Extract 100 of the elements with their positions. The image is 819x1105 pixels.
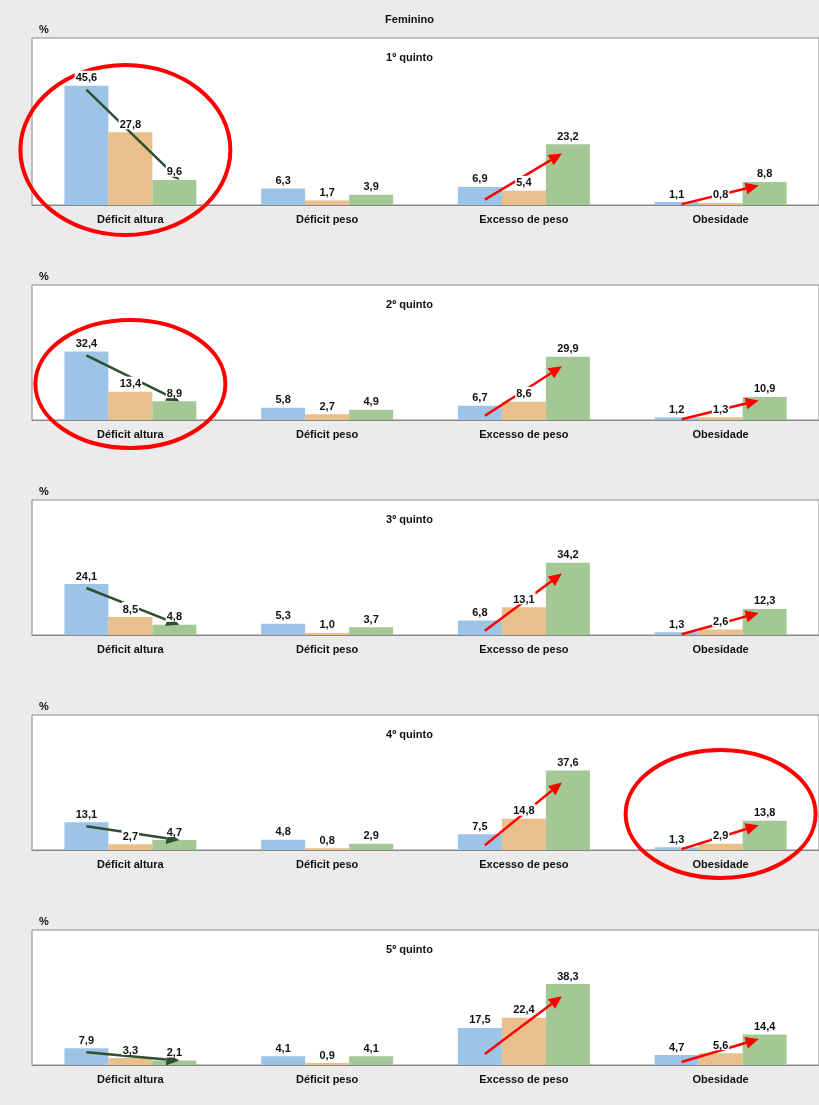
chart-subtitle: 2º quinto bbox=[386, 297, 434, 310]
bar bbox=[545, 562, 590, 635]
bar bbox=[457, 620, 502, 635]
bar bbox=[64, 1048, 109, 1065]
data-label: 22,4 bbox=[513, 1003, 536, 1016]
data-label: 7,9 bbox=[78, 1033, 95, 1046]
data-label: 2,9 bbox=[363, 829, 379, 842]
bar bbox=[261, 839, 306, 850]
data-label: 1,1 bbox=[668, 187, 685, 200]
data-label: 6,3 bbox=[275, 174, 291, 187]
bar bbox=[742, 820, 787, 850]
data-label: 4,1 bbox=[363, 1041, 379, 1054]
bar bbox=[501, 1017, 546, 1065]
data-label: 1,7 bbox=[319, 186, 335, 199]
x-tick-label: Obesidade bbox=[692, 857, 749, 870]
data-label: 8,5 bbox=[122, 602, 139, 615]
data-label: 3,3 bbox=[122, 1043, 139, 1056]
x-tick-label: Déficit altura bbox=[97, 1072, 165, 1085]
bar bbox=[305, 200, 350, 205]
bar bbox=[305, 414, 350, 420]
x-tick-label: Déficit altura bbox=[97, 212, 165, 225]
data-label: 5,6 bbox=[712, 1038, 729, 1051]
data-label: 14,4 bbox=[753, 1020, 777, 1033]
bar bbox=[545, 984, 590, 1065]
data-label: 4,9 bbox=[363, 395, 379, 408]
bar bbox=[457, 1027, 502, 1065]
data-label: 8,9 bbox=[166, 386, 183, 399]
chart-subtitle: 1º quinto bbox=[386, 50, 434, 63]
chart-subtitle: 5º quinto bbox=[386, 942, 434, 955]
data-label: 10,9 bbox=[753, 382, 776, 395]
data-label: 4,8 bbox=[166, 610, 183, 623]
data-label: 37,6 bbox=[557, 755, 579, 768]
data-label: 34,2 bbox=[557, 548, 579, 561]
data-label: 2,9 bbox=[712, 829, 729, 842]
bar bbox=[501, 401, 546, 420]
x-tick-label: Excesso de peso bbox=[479, 427, 569, 440]
bar bbox=[457, 405, 502, 420]
bar bbox=[152, 624, 197, 635]
x-tick-label: Déficit peso bbox=[295, 642, 359, 655]
bar bbox=[698, 202, 743, 205]
data-label: 0,9 bbox=[319, 1048, 335, 1061]
data-label: 29,9 bbox=[557, 342, 579, 355]
data-label: 3,7 bbox=[363, 612, 379, 625]
bar bbox=[261, 1056, 306, 1065]
bar bbox=[654, 1055, 699, 1065]
bar bbox=[64, 822, 109, 850]
data-label: 9,6 bbox=[166, 165, 183, 178]
data-label: 7,5 bbox=[472, 819, 488, 832]
bar bbox=[261, 623, 306, 635]
x-tick-label: Déficit peso bbox=[295, 427, 359, 440]
chart-subtitle: 4º quinto bbox=[386, 727, 434, 740]
bar bbox=[742, 1034, 787, 1065]
x-tick-label: Déficit altura bbox=[97, 642, 165, 655]
y-axis-title: % bbox=[39, 699, 49, 712]
data-label: 5,8 bbox=[275, 393, 291, 406]
bar bbox=[152, 179, 197, 205]
x-tick-label: Déficit altura bbox=[97, 857, 165, 870]
bar bbox=[349, 843, 394, 850]
x-tick-label: Obesidade bbox=[692, 1072, 749, 1085]
data-label: 13,1 bbox=[75, 807, 98, 820]
bar bbox=[545, 144, 590, 205]
data-label: 1,3 bbox=[712, 402, 729, 415]
data-label: 0,8 bbox=[712, 188, 729, 201]
y-axis-title: % bbox=[39, 914, 49, 927]
data-label: 12,3 bbox=[753, 594, 776, 607]
bar bbox=[261, 407, 306, 420]
bar bbox=[64, 584, 109, 635]
bar bbox=[501, 818, 546, 850]
bar bbox=[501, 190, 546, 205]
data-label: 4,7 bbox=[166, 825, 183, 838]
bar bbox=[108, 1058, 153, 1065]
data-label: 8,8 bbox=[756, 167, 773, 180]
data-label: 23,2 bbox=[557, 129, 579, 142]
bar bbox=[349, 409, 394, 420]
data-label: 13,4 bbox=[119, 377, 142, 390]
data-label: 8,6 bbox=[516, 387, 532, 400]
chart-subtitle: 3º quinto bbox=[386, 512, 434, 525]
data-label: 6,9 bbox=[472, 172, 488, 185]
bar bbox=[742, 181, 787, 205]
x-tick-label: Excesso de peso bbox=[479, 642, 569, 655]
data-label: 4,1 bbox=[275, 1041, 291, 1054]
data-label: 1,3 bbox=[668, 832, 685, 845]
y-axis-title: % bbox=[39, 269, 49, 282]
bar bbox=[108, 391, 153, 420]
bar bbox=[457, 186, 502, 205]
data-label: 5,4 bbox=[516, 176, 533, 189]
bar bbox=[545, 356, 590, 420]
data-label: 1,0 bbox=[319, 618, 335, 631]
y-axis-title: % bbox=[39, 484, 49, 497]
x-tick-label: Déficit altura bbox=[97, 427, 165, 440]
bar bbox=[742, 396, 787, 420]
bar bbox=[698, 1053, 743, 1065]
x-tick-label: Excesso de peso bbox=[479, 212, 569, 225]
data-label: 4,7 bbox=[668, 1040, 685, 1053]
data-label: 3,9 bbox=[363, 180, 379, 193]
bar bbox=[349, 627, 394, 635]
chart-title: Feminino bbox=[385, 12, 435, 25]
data-label: 13,8 bbox=[753, 806, 776, 819]
data-label: 32,4 bbox=[75, 336, 98, 349]
data-label: 1,3 bbox=[668, 617, 685, 630]
